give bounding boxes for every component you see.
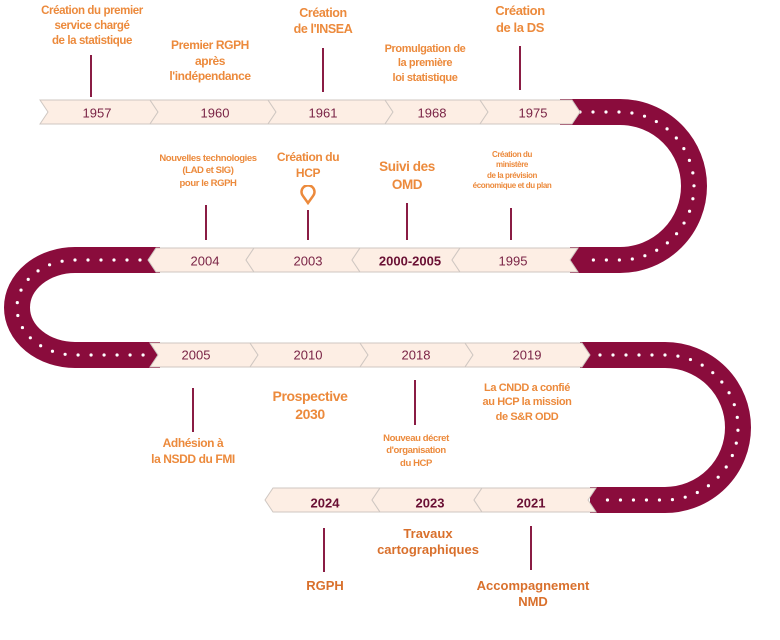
connector-line — [205, 205, 207, 240]
event-label: Création du HCP — [276, 150, 340, 180]
event-label: Création du ministère de la prévision éc… — [472, 150, 552, 191]
year-1957: 1957 — [82, 105, 112, 121]
event-label: La CNDD a confié au HCP la mission de S&… — [482, 382, 572, 423]
year-2003: 2003 — [293, 253, 323, 269]
event-label: Nouvelles technologies (LAD et SIG) pour… — [159, 153, 257, 189]
connector-line — [307, 210, 309, 240]
connector-line — [510, 208, 512, 240]
year-1968: 1968 — [417, 105, 447, 121]
event-label: Suivi des OMD — [379, 159, 435, 192]
event-label: Nouveau décret d'organisation du HCP — [383, 433, 449, 469]
event-label: Adhésion à la NSDD du FMI — [151, 436, 235, 466]
year-2018: 2018 — [401, 347, 431, 363]
year-2023: 2023 — [415, 495, 445, 511]
year-1961: 1961 — [308, 105, 338, 121]
connector-line — [414, 380, 416, 425]
connector-line — [519, 46, 521, 90]
connector-line — [323, 528, 325, 572]
connector-line — [406, 203, 408, 240]
event-label: Promulgation de la première loi statisti… — [384, 43, 466, 84]
year-1975: 1975 — [518, 105, 548, 121]
event-label: Premier RGPH après l'indépendance — [169, 38, 251, 84]
row1-segment — [479, 99, 581, 125]
year-2000-2005: 2000-2005 — [378, 253, 442, 269]
event-label: Prospective 2030 — [272, 388, 348, 423]
year-2024: 2024 — [310, 495, 340, 511]
event-label: Création du premier service chargé de la… — [41, 5, 143, 47]
connector-line — [192, 388, 194, 432]
year-2010: 2010 — [293, 347, 323, 363]
road-dots — [15, 110, 740, 502]
row3-segment — [464, 342, 591, 368]
row2-segment — [451, 247, 579, 273]
year-2005: 2005 — [181, 347, 211, 363]
event-label: RGPH — [306, 578, 344, 593]
road-track — [4, 99, 751, 513]
year-2019: 2019 — [512, 347, 542, 363]
year-1995: 1995 — [498, 253, 528, 269]
year-2021: 2021 — [516, 495, 546, 511]
event-label: Travaux cartographiques — [377, 526, 479, 557]
map-pin-icon — [300, 185, 316, 205]
year-1960: 1960 — [200, 105, 230, 121]
year-2004: 2004 — [190, 253, 220, 269]
event-label: Création de la DS — [495, 3, 545, 35]
event-label: Accompagnement NMD — [476, 578, 590, 609]
row4-segment — [473, 487, 597, 513]
connector-line — [322, 48, 324, 92]
connector-line — [530, 526, 532, 570]
event-label: Création de l'INSEA — [293, 6, 353, 37]
connector-line — [90, 55, 92, 97]
